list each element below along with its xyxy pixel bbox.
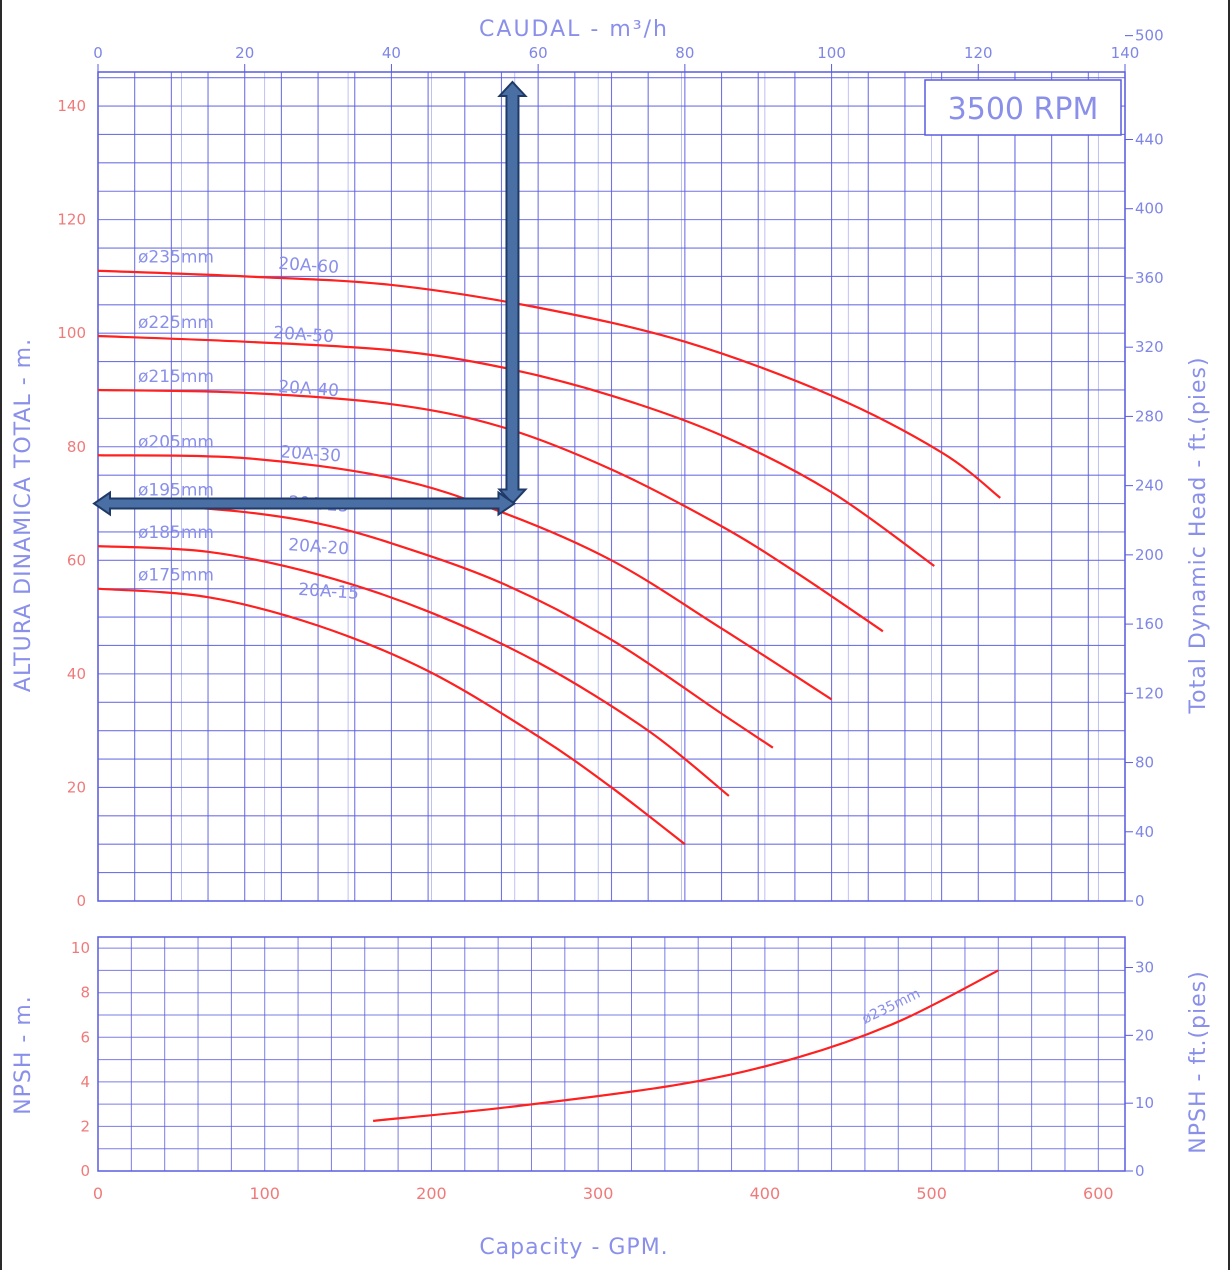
right-axis-tick-label: 160 (1135, 615, 1164, 633)
npsh-left-tick-label: 0 (80, 1162, 90, 1180)
curve-diameter-label: ø175mm (138, 566, 214, 586)
bottom-axis-tick-label: 500 (916, 1184, 947, 1203)
bottom-axis-tick-label: 300 (583, 1184, 614, 1203)
right-axis-tick-label: 440 (1135, 130, 1164, 148)
top-axis-tick-label: 0 (93, 44, 103, 62)
head-grid (97, 71, 1126, 902)
left-axis-title: ALTURA DINAMICA TOTAL - m. (11, 338, 36, 692)
npsh-grid (97, 936, 1126, 1172)
right-axis-tick-label: 200 (1135, 546, 1164, 564)
left-axis-tick-label: 20 (67, 778, 86, 796)
right-axis-tick-label: 120 (1135, 684, 1164, 702)
npsh-left-tick-label: 6 (80, 1028, 90, 1046)
curve-diameter-label: ø235mm (138, 248, 214, 268)
left-axis-tick-label: 120 (57, 211, 86, 229)
curve-model-label: 20A-15 (298, 580, 360, 604)
curve-diameter-label: ø215mm (138, 367, 214, 387)
top-axis-tick-label: 40 (382, 44, 401, 62)
curve-model-label: 20A-30 (280, 442, 342, 466)
npsh-left-tick-label: 10 (71, 939, 90, 957)
head-curve-20a-15 (97, 587, 686, 846)
left-axis-tick-label: 0 (76, 892, 86, 910)
right-axis-title: Total Dynamic Head - ft.(pies) (1186, 356, 1211, 714)
right-axis-tick-label: 400 (1135, 200, 1164, 218)
horizontal-arrow (92, 490, 517, 517)
operating-point-arrows (92, 80, 528, 517)
curve-model-label: 20A-50 (273, 323, 335, 347)
bottom-axis-tick-label: 100 (249, 1184, 280, 1203)
head-curve-20a-20 (97, 545, 730, 797)
top-axis-tick-label: 120 (964, 44, 993, 62)
npsh-right-tick-label: 30 (1135, 959, 1154, 977)
npsh-left-axis-title: NPSH - m. (11, 995, 36, 1115)
top-axis-title: CAUDAL - m³/h (479, 17, 669, 42)
top-axis-tick-label: 140 (1111, 44, 1140, 62)
right-axis-tick-label: 80 (1135, 754, 1154, 772)
right-axis-tick-label: 0 (1135, 892, 1145, 910)
left-axis-tick-label: 40 (67, 665, 86, 683)
npsh-curve-label: ø235mm (860, 986, 923, 1028)
right-axis-tick-label: 500 (1135, 27, 1164, 45)
curve-diameter-label: ø195mm (138, 481, 214, 501)
npsh-left-tick-label: 2 (80, 1117, 90, 1135)
npsh-right-tick-label: 0 (1135, 1162, 1145, 1180)
top-axis-tick-label: 100 (817, 44, 846, 62)
bottom-axis-tick-label: 400 (750, 1184, 781, 1203)
left-axis-tick-label: 140 (57, 97, 86, 115)
head-panel-border (97, 71, 1126, 902)
npsh-right-tick-label: 10 (1135, 1094, 1154, 1112)
npsh-right-axis-title: NPSH - ft.(pies) (1186, 970, 1211, 1153)
rpm-box-label: 3500 RPM (948, 92, 1099, 127)
npsh-curve (372, 969, 999, 1122)
left-axis-tick-label: 60 (67, 551, 86, 569)
head-curve-20a-60 (97, 269, 1001, 499)
curve-diameter-label: ø205mm (138, 432, 214, 452)
bottom-axis-tick-label: 200 (416, 1184, 447, 1203)
npsh-right-tick-label: 20 (1135, 1026, 1154, 1044)
bottom-axis-tick-label: 600 (1083, 1184, 1114, 1203)
curve-model-label: 20A-20 (288, 535, 350, 559)
right-axis-tick-label: 280 (1135, 407, 1164, 425)
top-axis-tick-label: 60 (529, 44, 548, 62)
npsh-left-tick-label: 8 (80, 984, 90, 1002)
right-axis-tick-label: 240 (1135, 477, 1164, 495)
right-axis-tick-label: 40 (1135, 823, 1154, 841)
curve-model-label: 20A-60 (278, 254, 340, 278)
head-curve-20a-50 (97, 334, 935, 567)
bottom-axis-title: Capacity - GPM. (479, 1235, 668, 1260)
vertical-arrow (497, 80, 528, 506)
top-axis-tick-label: 20 (235, 44, 254, 62)
head-curve-20a-40 (97, 388, 884, 633)
right-axis-tick-label: 320 (1135, 338, 1164, 356)
bottom-axis-tick-label: 0 (93, 1184, 103, 1203)
left-axis-tick-label: 100 (57, 324, 86, 342)
curve-diameter-label: ø185mm (138, 523, 214, 543)
left-axis-tick-label: 80 (67, 438, 86, 456)
rpm-box (924, 79, 1122, 136)
curve-diameter-label: ø225mm (138, 313, 214, 333)
curve-model-label: 20A-40 (278, 377, 340, 401)
top-axis-tick-label: 80 (675, 44, 694, 62)
npsh-left-tick-label: 4 (80, 1073, 90, 1091)
right-axis-tick-label: 360 (1135, 269, 1164, 287)
npsh-panel-border (97, 936, 1126, 1172)
